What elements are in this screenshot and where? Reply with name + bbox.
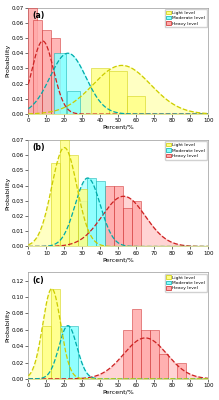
- Bar: [67, 91, 80, 114]
- Text: (b): (b): [32, 143, 44, 152]
- Bar: [87, 178, 96, 246]
- Bar: [33, 20, 42, 114]
- Bar: [105, 186, 114, 246]
- Bar: [51, 38, 60, 114]
- Bar: [28, 8, 37, 114]
- Bar: [177, 362, 186, 379]
- Bar: [42, 326, 51, 379]
- Bar: [60, 140, 69, 246]
- Bar: [159, 354, 168, 379]
- Text: (a): (a): [32, 11, 44, 20]
- Bar: [132, 309, 141, 379]
- X-axis label: Percent/%: Percent/%: [102, 257, 134, 262]
- Bar: [132, 201, 141, 246]
- Legend: Light level, Moderate level, Heavy level: Light level, Moderate level, Heavy level: [165, 141, 207, 160]
- Bar: [78, 201, 87, 246]
- Bar: [123, 208, 132, 246]
- Bar: [91, 68, 109, 114]
- Y-axis label: Probability: Probability: [5, 309, 11, 342]
- Bar: [150, 330, 159, 379]
- Bar: [53, 53, 66, 114]
- Bar: [78, 189, 87, 246]
- Bar: [109, 72, 127, 114]
- Bar: [114, 186, 123, 246]
- Bar: [42, 30, 51, 114]
- Bar: [127, 96, 145, 114]
- Legend: Light level, Moderate level, Heavy level: Light level, Moderate level, Heavy level: [165, 9, 207, 27]
- Legend: Light level, Moderate level, Heavy level: Light level, Moderate level, Heavy level: [165, 274, 207, 292]
- Bar: [51, 163, 60, 246]
- Y-axis label: Probability: Probability: [5, 176, 11, 210]
- Bar: [69, 155, 78, 246]
- Bar: [141, 330, 150, 379]
- X-axis label: Percent/%: Percent/%: [102, 390, 134, 394]
- Bar: [69, 326, 78, 379]
- Bar: [51, 289, 60, 379]
- Bar: [60, 326, 69, 379]
- Text: (c): (c): [32, 276, 44, 284]
- Bar: [96, 181, 105, 246]
- Y-axis label: Probability: Probability: [5, 44, 11, 78]
- Bar: [123, 330, 132, 379]
- X-axis label: Percent/%: Percent/%: [102, 125, 134, 130]
